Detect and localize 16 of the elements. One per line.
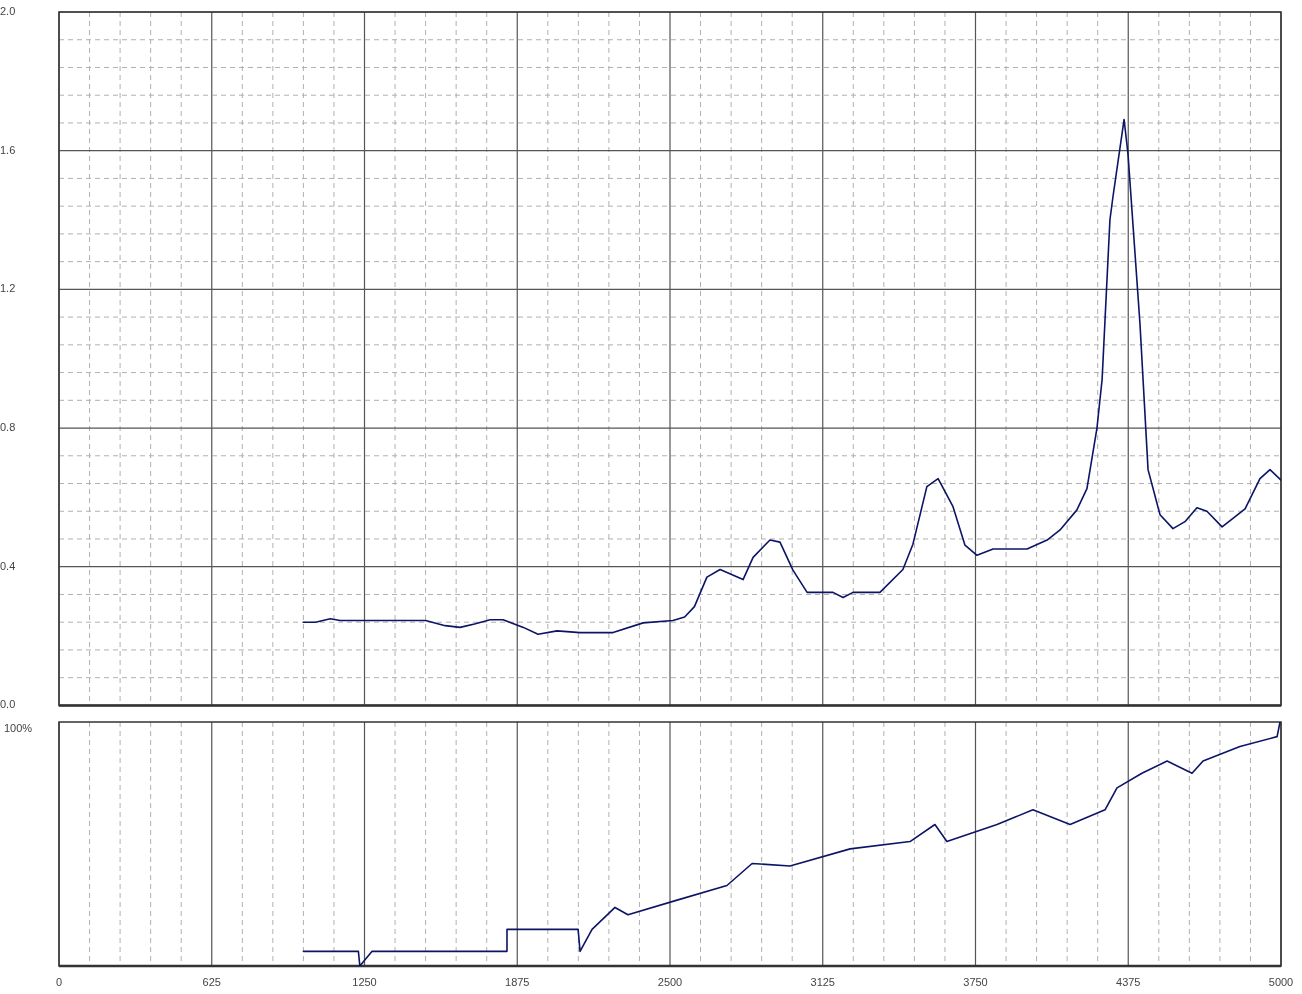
y-tick-label: 2.0	[0, 5, 16, 18]
x-tick-label: 5000	[1268, 975, 1294, 988]
y-tick-label: 0.0	[0, 698, 16, 711]
y-tick-label: 0.8	[0, 421, 16, 434]
y-tick-label: 1.2	[0, 282, 16, 295]
x-tick-label: 625	[202, 975, 221, 988]
x-tick-label: 3750	[963, 975, 988, 988]
y-tick-label: 1.6	[0, 143, 16, 156]
y-tick-label: 0.4	[0, 559, 16, 572]
x-tick-label: 2500	[657, 975, 683, 988]
x-tick-label: 1875	[505, 975, 530, 988]
x-tick-label: 1250	[352, 975, 377, 988]
x-tick-label: 4375	[1116, 975, 1141, 988]
x-tick-label: 3125	[810, 975, 835, 988]
x-tick-label: 0	[55, 975, 63, 988]
text: 100%	[4, 722, 33, 734]
